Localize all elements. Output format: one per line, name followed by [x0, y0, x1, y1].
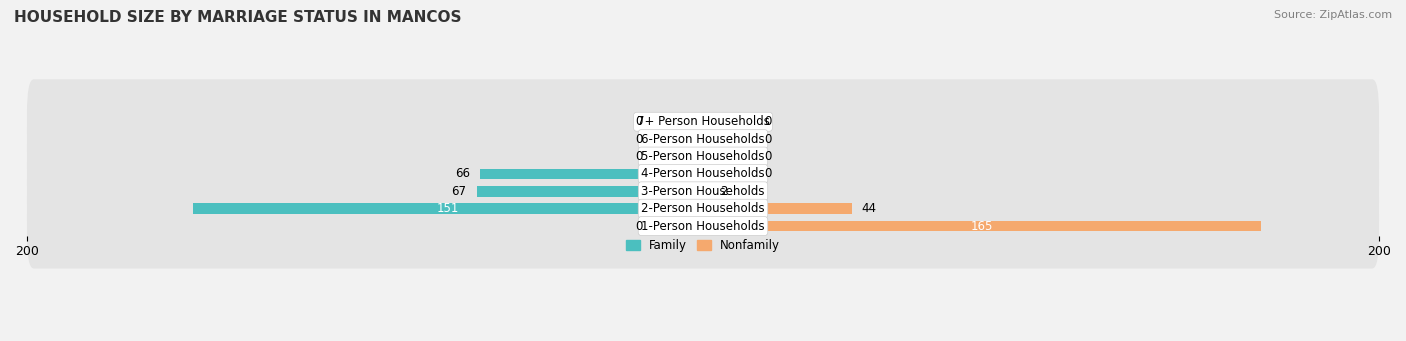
- Text: 0: 0: [763, 167, 772, 180]
- Text: 1-Person Households: 1-Person Households: [641, 220, 765, 233]
- Bar: [479, 168, 703, 179]
- Text: 2: 2: [720, 185, 727, 198]
- Text: 44: 44: [862, 202, 877, 215]
- Bar: [703, 203, 852, 214]
- Text: 67: 67: [451, 185, 467, 198]
- Bar: [27, 217, 1379, 235]
- FancyBboxPatch shape: [27, 184, 1379, 268]
- Text: 5-Person Households: 5-Person Households: [641, 150, 765, 163]
- Legend: Family, Nonfamily: Family, Nonfamily: [621, 235, 785, 257]
- Bar: [703, 134, 754, 145]
- Text: 7+ Person Households: 7+ Person Households: [637, 115, 769, 128]
- Bar: [703, 168, 754, 179]
- Bar: [652, 221, 703, 232]
- Text: 4-Person Households: 4-Person Households: [641, 167, 765, 180]
- Bar: [652, 116, 703, 127]
- Bar: [27, 131, 1379, 148]
- FancyBboxPatch shape: [27, 79, 1379, 164]
- Bar: [27, 165, 1379, 182]
- FancyBboxPatch shape: [27, 166, 1379, 251]
- Text: 0: 0: [763, 115, 772, 128]
- Bar: [652, 134, 703, 145]
- Text: 165: 165: [970, 220, 993, 233]
- Text: 0: 0: [634, 220, 643, 233]
- Text: 0: 0: [634, 133, 643, 146]
- Text: 0: 0: [634, 150, 643, 163]
- Bar: [27, 113, 1379, 131]
- Text: 6-Person Households: 6-Person Households: [641, 133, 765, 146]
- Bar: [27, 148, 1379, 165]
- Text: 151: 151: [437, 202, 458, 215]
- FancyBboxPatch shape: [27, 132, 1379, 216]
- FancyBboxPatch shape: [27, 149, 1379, 234]
- Bar: [477, 186, 703, 197]
- Bar: [703, 151, 754, 162]
- Text: 0: 0: [763, 150, 772, 163]
- Text: 0: 0: [763, 133, 772, 146]
- Text: Source: ZipAtlas.com: Source: ZipAtlas.com: [1274, 10, 1392, 20]
- Text: 2-Person Households: 2-Person Households: [641, 202, 765, 215]
- Text: 0: 0: [634, 115, 643, 128]
- Bar: [27, 182, 1379, 200]
- Bar: [652, 151, 703, 162]
- Bar: [703, 221, 1261, 232]
- Bar: [27, 200, 1379, 217]
- Text: 66: 66: [454, 167, 470, 180]
- FancyBboxPatch shape: [27, 97, 1379, 181]
- Bar: [193, 203, 703, 214]
- Bar: [703, 116, 754, 127]
- Bar: [703, 186, 710, 197]
- Text: HOUSEHOLD SIZE BY MARRIAGE STATUS IN MANCOS: HOUSEHOLD SIZE BY MARRIAGE STATUS IN MAN…: [14, 10, 461, 25]
- FancyBboxPatch shape: [27, 114, 1379, 199]
- Text: 3-Person Households: 3-Person Households: [641, 185, 765, 198]
